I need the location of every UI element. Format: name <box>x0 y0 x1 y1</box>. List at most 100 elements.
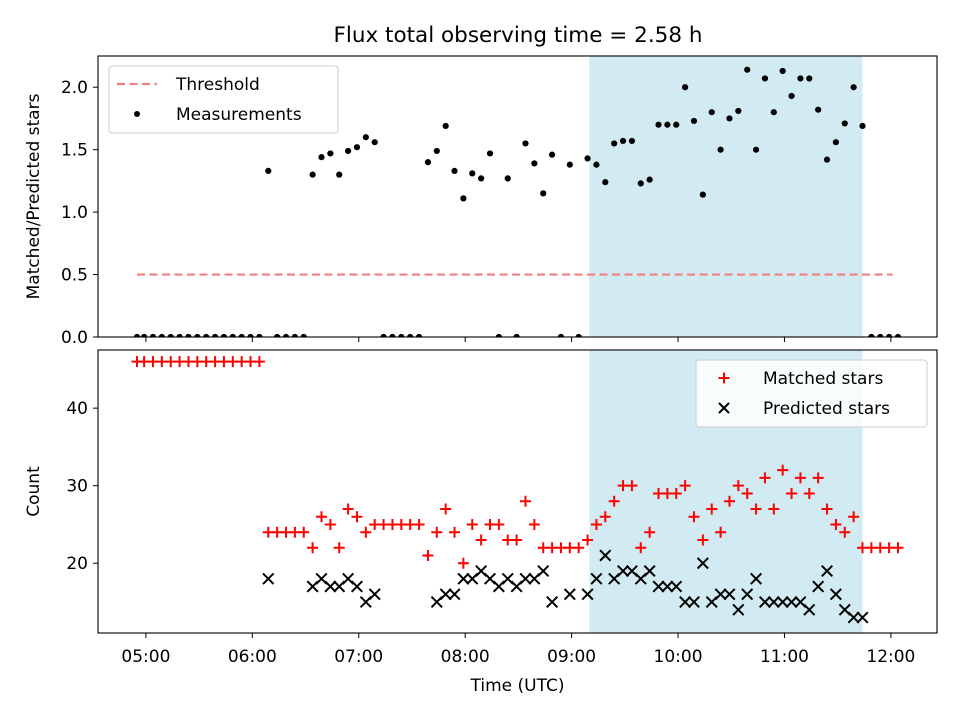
measurement-point <box>486 150 494 157</box>
matched-star-marker <box>431 526 443 538</box>
measurement-point <box>637 180 644 187</box>
measurement-point <box>832 139 839 146</box>
predicted-star-marker <box>652 580 665 593</box>
measurement-point <box>185 333 192 337</box>
measurement-point <box>318 154 325 161</box>
matched-star-marker <box>848 511 860 523</box>
predicted-star-marker <box>741 588 754 601</box>
measurement-point <box>655 121 662 128</box>
matched-star-marker <box>608 495 620 507</box>
measurement-point <box>726 115 733 122</box>
measurement-point <box>611 140 618 147</box>
measurement-point <box>398 333 405 337</box>
matched-star-marker <box>582 534 594 546</box>
measurement-point <box>336 171 343 178</box>
plot-frame <box>97 349 938 634</box>
matched-star-marker <box>768 503 780 515</box>
predicted-star-marker <box>758 595 771 608</box>
y-tick-label: 2.0 <box>61 78 88 98</box>
measurement-point <box>460 195 467 202</box>
predicted-star-marker <box>670 580 683 593</box>
measurement-point <box>309 171 316 178</box>
predicted-star-marker <box>537 564 550 577</box>
measurement-point <box>256 333 263 337</box>
x-tick-label: 08:00 <box>441 647 490 667</box>
measurement-point <box>424 159 432 166</box>
legend-label: Measurements <box>176 105 302 125</box>
measurement-point <box>220 333 228 337</box>
predicted-star-marker <box>723 588 736 601</box>
predicted-star-marker <box>847 611 860 624</box>
measurement-point <box>770 109 777 116</box>
matched-star-marker <box>449 526 461 538</box>
measurement-point <box>699 191 706 198</box>
predicted-star-marker <box>767 595 780 608</box>
predicted-star-marker <box>599 549 612 562</box>
chart-title: Flux total observing time = 2.58 h <box>334 23 703 48</box>
measurement-point <box>274 333 281 337</box>
predicted-star-marker <box>829 588 842 601</box>
measurement-point <box>300 333 307 337</box>
y-tick-label: 1.5 <box>61 141 88 161</box>
measurement-point <box>690 117 698 125</box>
x-tick-label: 05:00 <box>121 647 170 667</box>
matched-star-marker <box>413 518 425 530</box>
measurement-point <box>513 333 520 337</box>
measurement-point <box>176 333 183 337</box>
predicted-star-marker <box>679 595 692 608</box>
matched-star-marker <box>298 526 310 538</box>
plot-frame <box>97 55 938 338</box>
predicted-star-marker <box>368 588 381 601</box>
matched-star-marker <box>635 542 647 554</box>
matched-star-marker <box>786 487 798 499</box>
measurement-point <box>211 333 219 337</box>
matched-star-marker <box>573 542 585 554</box>
y-tick-label: 30 <box>66 477 88 497</box>
measurement-point <box>203 333 210 337</box>
predicted-star-marker <box>457 572 470 585</box>
measurement-point <box>886 333 893 337</box>
measurement-point <box>628 137 636 145</box>
matched-star-marker <box>466 518 478 530</box>
measurement-point <box>540 190 547 197</box>
predicted-star-marker <box>590 572 603 585</box>
measurement-point <box>371 139 378 146</box>
measurement-point <box>761 75 769 82</box>
predicted-star-marker <box>856 611 869 624</box>
measurement-point <box>353 144 361 151</box>
legend-box <box>695 359 928 428</box>
measurement-point <box>868 333 875 337</box>
measurement-point <box>522 140 529 147</box>
measurement-point <box>744 66 751 73</box>
y-axis-label: Count <box>24 466 44 517</box>
predicted-star-marker <box>581 588 594 601</box>
measurement-point <box>291 333 298 337</box>
matched-star-marker <box>253 356 265 368</box>
measurement-point <box>194 333 201 337</box>
y-tick-label: 20 <box>66 554 88 574</box>
measurement-point <box>602 179 609 186</box>
x-tick-label: 09:00 <box>547 647 596 667</box>
predicted-star-marker <box>687 595 700 608</box>
measurement-point <box>708 109 715 116</box>
matched-star-marker <box>803 487 815 499</box>
measurement-point <box>433 147 440 155</box>
matched-star-marker <box>821 503 833 515</box>
matched-star-marker <box>440 503 452 515</box>
x-tick-label: 11:00 <box>760 647 809 667</box>
matched-star-marker <box>706 503 718 515</box>
matched-star-marker <box>892 542 904 554</box>
matched-star-marker <box>422 549 434 561</box>
predicted-star-marker <box>563 588 576 601</box>
matched-star-marker <box>732 480 744 492</box>
bottom-panel: 20 30 40 Count 05:00 06:00 07:00 08:00 09:00 10:0… <box>24 349 938 696</box>
measurement-point <box>478 175 485 182</box>
legend-box <box>108 65 339 134</box>
measurement-point <box>877 333 884 337</box>
matched-star-marker <box>670 487 682 499</box>
predicted-star-marker <box>750 572 763 585</box>
predicted-star-marker <box>519 572 532 585</box>
predicted-star-marker <box>661 580 674 593</box>
matched-star-marker <box>830 518 842 530</box>
